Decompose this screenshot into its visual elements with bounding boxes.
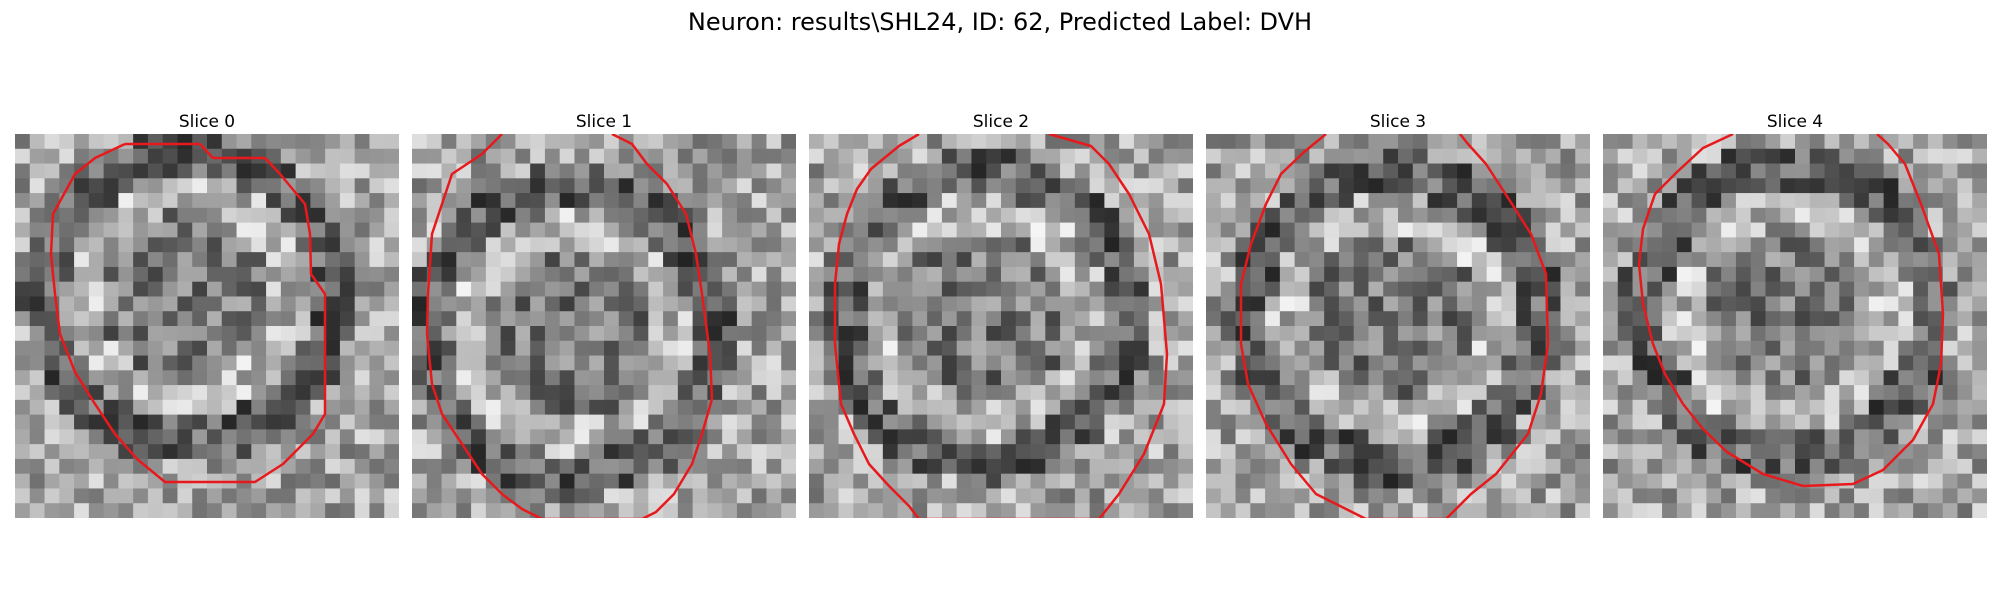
slice-title: Slice 1 <box>575 112 633 132</box>
pixel-mosaic <box>809 134 1193 518</box>
slice-image <box>1603 134 1987 518</box>
slice-panel-4: Slice 4 <box>1603 110 1987 518</box>
segmentation-contour <box>833 134 1169 518</box>
slice-panel-1: Slice 1 <box>412 110 796 518</box>
slice-panel-0: Slice 0 <box>15 110 399 518</box>
segmentation-contour <box>425 134 714 518</box>
slice-title: Slice 4 <box>1766 112 1824 132</box>
segmentation-contour <box>1239 134 1550 518</box>
pixel-mosaic <box>412 134 796 518</box>
segmentation-contour <box>49 142 327 484</box>
slice-image <box>1206 134 1590 518</box>
slice-image <box>412 134 796 518</box>
segmentation-contour <box>1637 134 1945 488</box>
pixel-mosaic <box>1603 134 1987 518</box>
slice-title: Slice 2 <box>972 112 1030 132</box>
slice-panel-3: Slice 3 <box>1206 110 1590 518</box>
slice-panel-2: Slice 2 <box>809 110 1193 518</box>
slice-image <box>809 134 1193 518</box>
pixel-mosaic <box>1206 134 1590 518</box>
slice-image <box>15 134 399 518</box>
slice-title: Slice 0 <box>178 112 236 132</box>
figure-title: Neuron: results\SHL24, ID: 62, Predicted… <box>687 8 1313 36</box>
pixel-mosaic <box>15 134 399 518</box>
slice-title: Slice 3 <box>1369 112 1427 132</box>
